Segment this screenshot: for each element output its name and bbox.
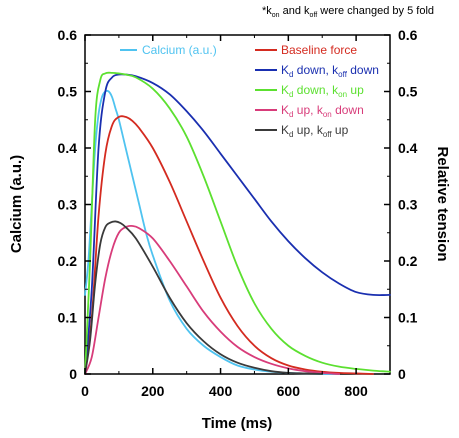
y-tick-label-right: 0.5 [398,84,418,100]
legend-label: Baseline force [281,43,357,57]
legend-label: Calcium (a.u.) [142,43,217,57]
legend-label: Kd down, kon up [281,83,364,99]
note-sub-off: off [310,12,318,19]
y-tick-label-left: 0.4 [58,140,78,156]
x-tick-label: 800 [344,383,368,399]
y-tick-label-left: 0.3 [58,197,78,213]
y-tick-label-right: 0.2 [398,253,418,269]
y-tick-label-left: 0.2 [58,253,78,269]
note-mid: and k [280,5,310,17]
y-tick-label-left: 0 [69,366,77,382]
x-tick-label: 200 [141,383,165,399]
legend-label: Kd up, koff up [281,123,349,139]
y-tick-label-left: 0.5 [58,84,78,100]
note-star: *k [262,5,272,17]
series-line-1 [84,115,374,375]
y-tick-label-left: 0.6 [58,27,78,43]
y-tick-label-left: 0.1 [58,310,78,326]
y-tick-label-right: 0 [398,366,406,382]
y-tick-label-right: 0.6 [398,27,418,43]
series-line-2 [84,73,391,375]
legend: Calcium (a.u.) Baseline force Kd down, kof… [120,43,379,139]
legend-label: Kd down, koff down [281,63,379,79]
series-layer [84,71,391,375]
legend-label: Kd up, kon down [281,103,364,119]
x-tick-label: 0 [81,383,89,399]
note-sub-on: on [272,12,280,19]
series-line-3 [84,71,391,375]
note-rest: were changed by 5 fold [317,5,434,17]
y-axis-title-left: Calcium (a.u.) [8,155,25,253]
series-line-5 [84,220,324,375]
series-line-4 [84,225,341,375]
y-tick-label-right: 0.4 [398,140,418,156]
y-tick-label-right: 0.3 [398,197,418,213]
plot-frame [84,34,391,375]
y-tick-label-right: 0.1 [398,310,418,326]
x-tick-label: 400 [209,383,233,399]
y-axis-title-right: Relative tension [434,146,451,261]
chart-note: *kon and koff were changed by 5 fold [262,5,434,19]
x-axis-title: Time (ms) [202,415,273,432]
x-tick-label: 600 [277,383,301,399]
